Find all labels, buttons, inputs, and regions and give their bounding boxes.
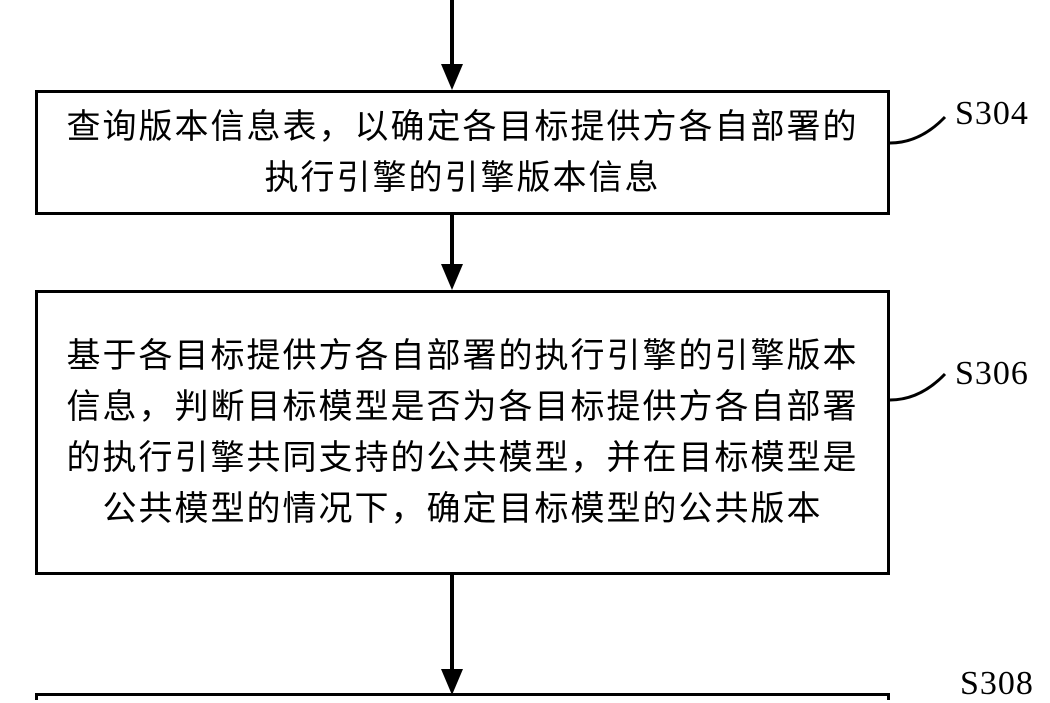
- arrow-top: [438, 0, 466, 92]
- label-s304: S304: [955, 95, 1029, 133]
- flow-step-s306-text: 基于各目标提供方各自部署的执行引擎的引擎版本信息，判断目标模型是否为各目标提供方…: [58, 331, 867, 535]
- arrow-mid: [438, 215, 466, 292]
- label-s306-connector: [890, 372, 950, 412]
- flowchart-container: 查询版本信息表，以确定各目标提供方各自部署的执行引擎的引擎版本信息 S304 基…: [0, 0, 1050, 700]
- label-s306: S306: [955, 355, 1029, 393]
- label-s308: S308: [960, 665, 1034, 703]
- flow-step-s304-text: 查询版本信息表，以确定各目标提供方各自部署的执行引擎的引擎版本信息: [58, 102, 867, 204]
- flow-step-s304: 查询版本信息表，以确定各目标提供方各自部署的执行引擎的引擎版本信息: [35, 90, 890, 215]
- label-s304-connector: [890, 115, 950, 155]
- flow-step-s308-partial: [35, 693, 890, 700]
- flow-step-s306: 基于各目标提供方各自部署的执行引擎的引擎版本信息，判断目标模型是否为各目标提供方…: [35, 290, 890, 575]
- arrow-bottom: [438, 575, 466, 700]
